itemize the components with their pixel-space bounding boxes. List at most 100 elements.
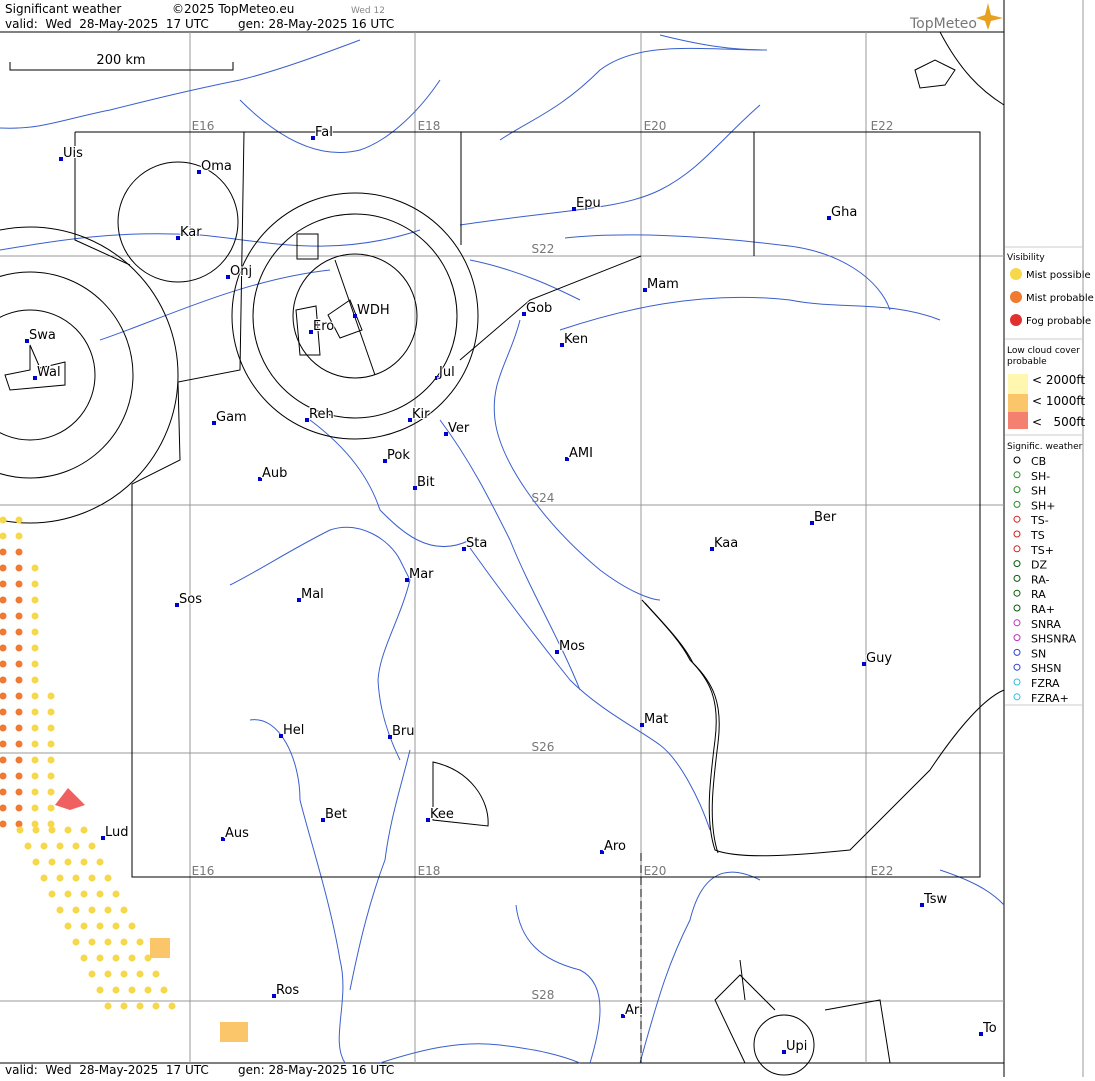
logo: TopMeteo xyxy=(909,16,977,32)
mist-symbol xyxy=(104,874,112,882)
mist-symbol xyxy=(144,954,152,962)
mist-symbol xyxy=(88,906,96,914)
mist-symbol xyxy=(48,890,56,898)
legend-label: RA+ xyxy=(1031,603,1055,616)
mist-symbol xyxy=(0,564,7,572)
lat-label: S24 xyxy=(532,491,555,505)
place-marker xyxy=(212,421,216,425)
place-marker xyxy=(920,903,924,907)
mist-symbol xyxy=(16,826,24,834)
mist-symbol xyxy=(47,772,55,780)
mist-symbol xyxy=(112,986,120,994)
place-marker xyxy=(353,314,357,318)
mist-symbol xyxy=(31,724,39,732)
lon-label: E22 xyxy=(871,119,894,133)
lon-label: E16 xyxy=(192,119,215,133)
place-marker xyxy=(226,275,230,279)
mist-symbol xyxy=(15,788,23,796)
place-marker xyxy=(600,850,604,854)
place-label: Jul xyxy=(438,365,455,380)
mist-symbol xyxy=(31,772,39,780)
mist-symbol xyxy=(88,842,96,850)
mist-symbol xyxy=(96,954,104,962)
mist-symbol xyxy=(0,660,7,668)
mist-symbol xyxy=(0,788,7,796)
legend-symbol xyxy=(1013,604,1021,612)
low-cloud xyxy=(150,938,170,958)
legend-title: Signific. weather xyxy=(1007,442,1083,452)
mist-symbol xyxy=(31,820,39,828)
mist-symbol xyxy=(31,564,39,572)
valid-time: valid: Wed 28-May-2025 17 UTC xyxy=(5,17,209,31)
place-label: AMI xyxy=(569,446,593,461)
place-marker xyxy=(297,598,301,602)
place-marker xyxy=(405,578,409,582)
place-marker xyxy=(710,547,714,551)
place-marker xyxy=(59,157,63,161)
legend-symbol xyxy=(1013,619,1021,627)
mist-symbol xyxy=(80,922,88,930)
mist-symbol xyxy=(47,692,55,700)
mist-symbol xyxy=(31,580,39,588)
mist-symbol xyxy=(15,596,23,604)
mist-symbol xyxy=(15,804,23,812)
place-marker xyxy=(408,418,412,422)
copyright: ©2025 TopMeteo.eu xyxy=(172,2,294,16)
legend-label: SH xyxy=(1031,485,1046,498)
place-label: Gob xyxy=(526,301,552,316)
legend-label: SHSNRA xyxy=(1031,633,1077,646)
mist-symbol xyxy=(64,826,72,834)
mist-symbol xyxy=(15,724,23,732)
place-marker xyxy=(782,1050,786,1054)
place-marker xyxy=(643,288,647,292)
legend-symbol xyxy=(1013,589,1021,597)
mist-symbol xyxy=(0,740,7,748)
place-marker xyxy=(309,330,313,334)
place-label: Oma xyxy=(201,159,232,174)
place-marker xyxy=(305,418,309,422)
mist-symbol xyxy=(160,986,168,994)
scale-bar: 200 km xyxy=(9,53,234,71)
mist-symbol xyxy=(0,708,7,716)
place-marker xyxy=(413,486,417,490)
place-label: Aus xyxy=(225,826,249,841)
mist-symbol xyxy=(88,938,96,946)
legend-swatch xyxy=(1010,291,1022,303)
place-label: Upi xyxy=(786,1039,807,1054)
legend-label: SHSN xyxy=(1031,662,1061,675)
mist-symbol xyxy=(0,580,7,588)
mist-symbol xyxy=(47,740,55,748)
legend-symbol xyxy=(1013,530,1021,538)
header: Significant weather ©2025 TopMeteo.eu We… xyxy=(5,2,1003,1077)
place-label: Aub xyxy=(262,466,287,481)
lat-label: S28 xyxy=(532,988,555,1002)
lat-label: S26 xyxy=(532,740,555,754)
legend-symbol xyxy=(1013,545,1021,553)
place-label: Fal xyxy=(315,125,333,140)
mist-symbol xyxy=(15,820,23,828)
mist-symbol xyxy=(31,788,39,796)
mist-symbol xyxy=(0,692,7,700)
legend-title: Low cloud cover xyxy=(1007,346,1080,356)
mist-symbol xyxy=(64,922,72,930)
place-label: Kaa xyxy=(714,536,738,551)
place-label: Kee xyxy=(430,807,454,822)
mist-symbol xyxy=(120,938,128,946)
place-marker xyxy=(33,376,37,380)
mist-symbol xyxy=(128,954,136,962)
legend-label: RA xyxy=(1031,588,1046,601)
place-label: Bru xyxy=(392,724,415,739)
place-label: Mar xyxy=(409,567,434,582)
map-title: Significant weather xyxy=(5,2,121,16)
legend-symbol xyxy=(1013,560,1021,568)
place-marker xyxy=(522,312,526,316)
place-marker xyxy=(175,603,179,607)
legend-symbol xyxy=(1013,678,1021,686)
mist-symbol xyxy=(47,788,55,796)
place-label: Ken xyxy=(564,332,588,347)
mist-symbol xyxy=(128,986,136,994)
mist-symbol xyxy=(96,890,104,898)
fog-area xyxy=(55,788,85,810)
mist-symbol xyxy=(112,954,120,962)
